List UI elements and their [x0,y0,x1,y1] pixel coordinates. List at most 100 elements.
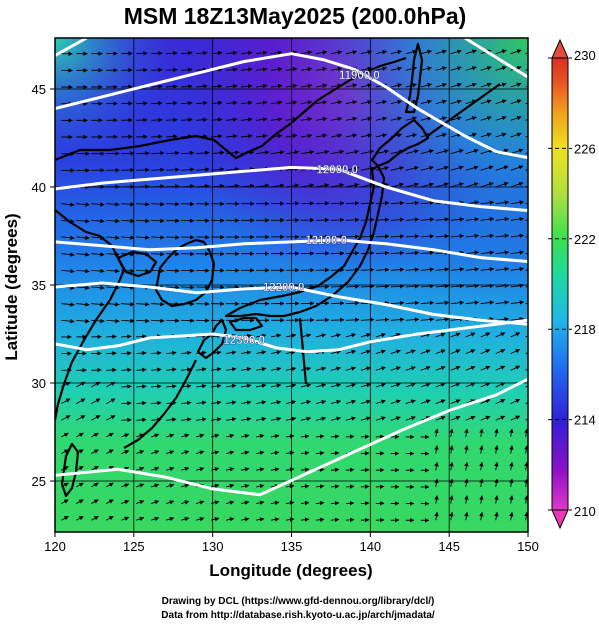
wind-arrow [166,218,180,223]
y-tick-label: 35 [32,278,46,293]
wind-arrow [76,499,84,504]
wind-arrow [345,434,355,439]
wind-arrow [300,149,315,155]
wind-arrow [300,383,312,388]
wind-arrow [285,484,295,489]
wind-arrow [285,517,295,522]
wind-arrow [434,478,439,487]
wind-arrow [315,100,328,105]
wind-arrow [270,500,280,506]
height-contour-line [55,52,528,160]
wind-arrow [196,134,208,139]
wind-arrow [420,133,432,138]
wind-arrow [181,367,192,372]
wind-arrow [479,461,484,471]
wind-arrow [435,399,446,405]
wind-arrow [211,367,222,372]
wind-arrow [525,401,528,405]
wind-arrow [91,302,105,307]
wind-arrow [300,183,315,188]
wind-arrow [151,184,165,189]
wind-arrow [375,99,388,105]
wind-arrow [345,50,358,55]
wind-arrow [151,483,160,488]
wind-arrow [465,182,479,188]
wind-arrow [390,116,403,121]
wind-arrow [345,100,358,105]
wind-arrow [270,383,282,388]
wind-arrow [255,133,268,139]
wind-arrow [495,182,509,188]
colorbar-max-triangle [551,38,569,59]
wind-arrow [464,478,469,487]
wind-arrow [285,416,297,422]
wind-arrow [225,417,237,422]
wind-arrow [300,333,312,338]
wind-arrow [255,67,268,72]
wind-arrow [450,233,465,239]
wind-arrow [360,416,371,421]
wind-arrow [405,284,420,289]
wind-arrow [136,218,150,224]
wind-arrow [181,84,193,89]
wind-arrow [106,398,116,404]
wind-arrow [76,218,90,224]
wind-arrow [420,300,435,306]
wind-arrow [495,266,510,272]
wind-arrow [166,367,177,372]
wind-arrow [285,434,295,439]
wind-arrow [345,517,355,523]
wind-arrow [479,428,484,438]
wind-arrow [345,416,357,421]
wind-arrow [225,483,235,489]
wind-arrow [510,181,524,188]
wind-arrow [166,350,177,356]
wind-arrow [181,483,190,488]
wind-arrow [464,445,469,454]
wind-arrow [151,350,162,356]
wind-arrow [315,399,327,405]
wind-arrow [465,148,479,155]
wind-arrow [479,511,484,521]
wind-arrow [255,500,265,505]
wind-arrow [480,283,495,289]
wind-arrow [181,383,192,389]
wind-arrow [151,134,163,139]
x-tick-label: 130 [202,539,224,554]
wind-arrow [106,318,120,324]
wind-arrow [106,268,120,274]
wind-arrow [211,183,225,189]
height-contour-line [55,318,528,354]
wind-arrow [330,217,345,223]
wind-arrow [405,66,418,71]
wind-arrow [375,382,386,388]
wind-arrow [240,350,252,355]
wind-arrow [449,428,454,438]
wind-arrow [136,167,150,173]
wind-arrow [435,149,449,155]
wind-arrow [495,99,507,105]
height-contours: 11900.0 12000.0 12100.0 12200.0 12300.0 [55,38,528,497]
wind-arrow [211,417,222,422]
wind-arrow [405,300,420,306]
wind-arrow [480,349,491,355]
wind-arrow [151,150,165,156]
wind-arrow [91,449,99,454]
height-contour-line [55,38,88,57]
wind-arrow [390,217,405,222]
wind-arrow [61,268,75,274]
wind-arrow [434,511,439,521]
wind-arrow [390,200,405,206]
wind-arrow [195,466,205,472]
x-tick-label: 125 [123,539,145,554]
wind-arrow [255,517,265,522]
wind-arrow [330,284,345,289]
wind-arrow [480,217,495,222]
wind-arrow [255,467,265,472]
wind-arrow [300,366,312,372]
wind-arrow [240,133,253,139]
wind-arrow [166,285,180,290]
wind-arrow [121,218,135,224]
wind-arrow [465,233,480,239]
wind-arrow [450,182,464,188]
